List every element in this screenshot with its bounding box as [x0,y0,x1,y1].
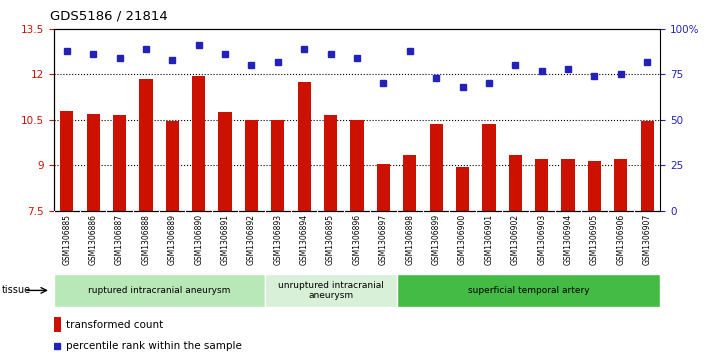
Text: GSM1306907: GSM1306907 [643,214,652,265]
Text: GSM1306890: GSM1306890 [194,214,203,265]
Bar [54,274,265,307]
Text: GSM1306900: GSM1306900 [458,214,467,265]
Bar [113,115,126,211]
Text: GSM1306899: GSM1306899 [432,214,441,265]
Bar [245,120,258,211]
Text: GSM1306886: GSM1306886 [89,214,98,265]
Text: GSM1306897: GSM1306897 [379,214,388,265]
Text: GSM1306904: GSM1306904 [563,214,573,265]
Bar [588,160,601,211]
Bar [561,159,575,211]
Text: GSM1306896: GSM1306896 [353,214,361,265]
Text: GSM1306887: GSM1306887 [115,214,124,265]
Text: GSM1306893: GSM1306893 [273,214,282,265]
Bar [271,120,284,211]
Text: GSM1306895: GSM1306895 [326,214,335,265]
Bar [298,82,311,211]
Text: tissue: tissue [1,285,31,295]
Text: percentile rank within the sample: percentile rank within the sample [66,341,241,351]
Bar [456,167,469,211]
Bar [640,121,654,211]
Text: unruptured intracranial
aneurysm: unruptured intracranial aneurysm [278,281,383,300]
Bar [54,317,61,332]
Bar [192,76,206,211]
Bar [218,112,231,211]
Bar [60,111,74,211]
Text: GSM1306892: GSM1306892 [247,214,256,265]
Text: superficial temporal artery: superficial temporal artery [468,286,589,295]
Bar [396,274,660,307]
Bar [377,164,390,211]
Bar [614,159,628,211]
Text: GSM1306903: GSM1306903 [537,214,546,265]
Bar [430,125,443,211]
Text: GSM1306906: GSM1306906 [616,214,625,265]
Bar [139,79,153,211]
Bar [508,155,522,211]
Bar [483,125,496,211]
Text: GDS5186 / 21814: GDS5186 / 21814 [50,9,168,22]
Bar [403,155,416,211]
Text: ruptured intracranial aneurysm: ruptured intracranial aneurysm [88,286,231,295]
Text: GSM1306905: GSM1306905 [590,214,599,265]
Text: GSM1306888: GSM1306888 [141,214,151,265]
Text: GSM1306902: GSM1306902 [511,214,520,265]
Text: GSM1306889: GSM1306889 [168,214,177,265]
Text: GSM1306898: GSM1306898 [406,214,414,265]
Bar [265,274,396,307]
Text: GSM1306891: GSM1306891 [221,214,230,265]
Text: GSM1306894: GSM1306894 [300,214,308,265]
Bar [86,114,100,211]
Bar [535,159,548,211]
Bar [324,115,337,211]
Bar [166,121,179,211]
Text: GSM1306885: GSM1306885 [62,214,71,265]
Text: transformed count: transformed count [66,319,163,330]
Text: GSM1306901: GSM1306901 [484,214,493,265]
Bar [351,120,363,211]
